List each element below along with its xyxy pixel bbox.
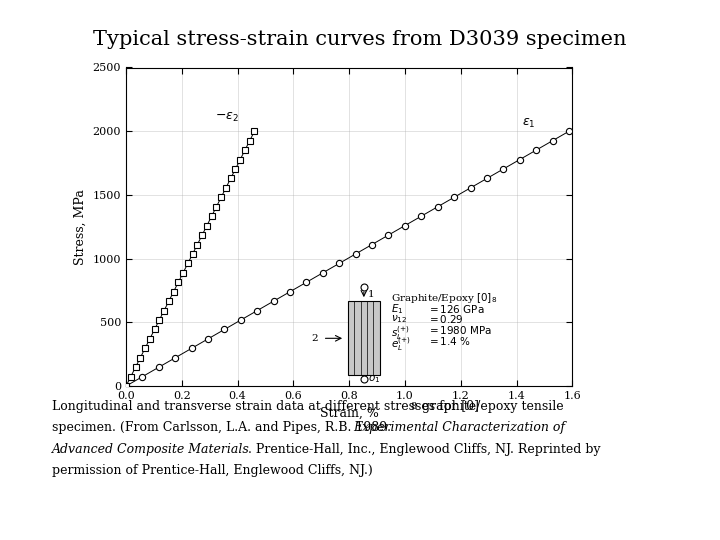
X-axis label: Strain, %: Strain, % [320, 407, 379, 420]
Text: $-\varepsilon_2$: $-\varepsilon_2$ [215, 111, 239, 124]
Text: Typical stress-strain curves from D3039 specimen: Typical stress-strain curves from D3039 … [94, 30, 626, 49]
Text: 8: 8 [410, 402, 416, 411]
Text: $e_L^{(+)}$: $e_L^{(+)}$ [391, 335, 411, 353]
Text: $= 1980\ \mathrm{MPa}$: $= 1980\ \mathrm{MPa}$ [428, 325, 492, 336]
Y-axis label: Stress, MPa: Stress, MPa [74, 189, 87, 265]
Text: $= 1.4\ \%$: $= 1.4\ \%$ [428, 335, 471, 347]
Text: specimen. (From Carlsson, L.A. and Pipes, R.B. 1989.: specimen. (From Carlsson, L.A. and Pipes… [52, 421, 395, 434]
Text: Longitudinal and transverse strain data at different stresses for [0]: Longitudinal and transverse strain data … [52, 400, 479, 413]
Text: . Prentice-Hall, Inc., Englewood Cliffs, NJ. Reprinted by: . Prentice-Hall, Inc., Englewood Cliffs,… [248, 443, 600, 456]
Text: 1: 1 [368, 290, 374, 299]
Text: permission of Prentice-Hall, Englewood Cliffs, NJ.): permission of Prentice-Hall, Englewood C… [52, 464, 372, 477]
Text: $E_1$: $E_1$ [391, 302, 404, 316]
Bar [348, 301, 380, 375]
Text: Experimental Characterization of: Experimental Characterization of [353, 421, 564, 434]
Text: $\sigma_1$: $\sigma_1$ [368, 373, 381, 385]
Text: $= 126\ \mathrm{GPa}$: $= 126\ \mathrm{GPa}$ [428, 302, 485, 315]
Text: $s_L^{(+)}$: $s_L^{(+)}$ [391, 325, 410, 342]
Text: 2: 2 [312, 334, 318, 343]
Text: graphite/epoxy tensile: graphite/epoxy tensile [418, 400, 563, 413]
Text: Graphite/Epoxy $[0]_8$: Graphite/Epoxy $[0]_8$ [391, 291, 498, 305]
Text: $\varepsilon_1$: $\varepsilon_1$ [522, 117, 536, 130]
Text: $\nu_{12}$: $\nu_{12}$ [391, 313, 408, 325]
Text: $= 0.29$: $= 0.29$ [428, 313, 464, 326]
Text: Advanced Composite Materials: Advanced Composite Materials [52, 443, 250, 456]
